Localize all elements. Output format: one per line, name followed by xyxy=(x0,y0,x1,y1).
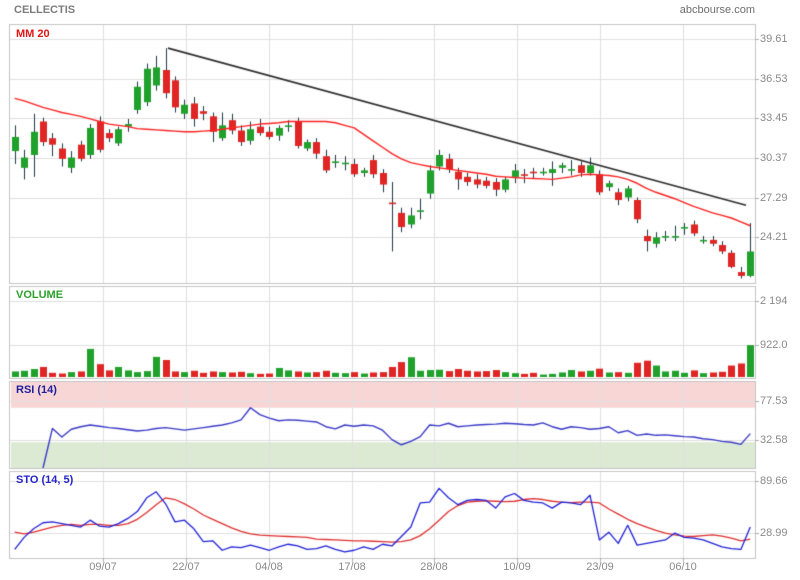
price-y-tick: 33.45 xyxy=(760,112,788,124)
sto-panel-label: STO (14, 5) xyxy=(16,474,74,486)
price-y-tick: 24.21 xyxy=(760,231,788,243)
volume-y-tick: 2 194 xyxy=(760,295,788,307)
date-label: 28/08 xyxy=(420,561,448,573)
date-label: 17/08 xyxy=(338,561,366,573)
volume-y-tick: 922.0 xyxy=(760,339,788,351)
date-label: 09/07 xyxy=(89,561,117,573)
date-label: 10/09 xyxy=(503,561,531,573)
sto-y-tick: 89.66 xyxy=(760,475,788,487)
price-y-tick: 30.37 xyxy=(760,152,788,164)
date-label: 06/10 xyxy=(669,561,697,573)
rsi-y-tick: 32.58 xyxy=(760,434,788,446)
date-label: 04/08 xyxy=(255,561,283,573)
rsi-panel-label: RSI (14) xyxy=(16,384,57,396)
price-y-tick: 27.29 xyxy=(760,192,788,204)
watermark-link[interactable]: abcbourse.com xyxy=(679,4,755,16)
date-label: 22/07 xyxy=(172,561,200,573)
price-y-tick: 39.61 xyxy=(760,33,788,45)
rsi-y-tick: 77.53 xyxy=(760,395,788,407)
mm20-legend-label: MM 20 xyxy=(16,28,50,40)
volume-panel-label: VOLUME xyxy=(16,289,64,301)
instrument-title: CELLECTIS xyxy=(14,4,76,16)
price-y-tick: 36.53 xyxy=(760,73,788,85)
sto-y-tick: 28.99 xyxy=(760,527,788,539)
date-label: 23/09 xyxy=(586,561,614,573)
